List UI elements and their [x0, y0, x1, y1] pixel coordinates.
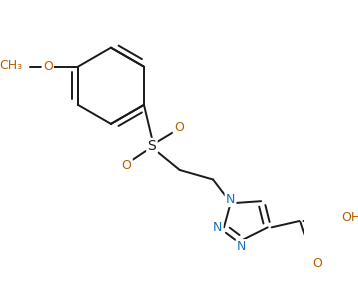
Text: N: N [226, 193, 235, 206]
Text: OH: OH [341, 210, 358, 224]
Text: O: O [43, 60, 53, 73]
Text: O: O [312, 257, 322, 270]
Text: S: S [147, 139, 156, 153]
Text: N: N [237, 240, 246, 253]
Text: O: O [122, 159, 131, 172]
Text: N: N [213, 221, 222, 234]
Text: O: O [174, 121, 184, 133]
Text: CH₃: CH₃ [0, 59, 22, 72]
